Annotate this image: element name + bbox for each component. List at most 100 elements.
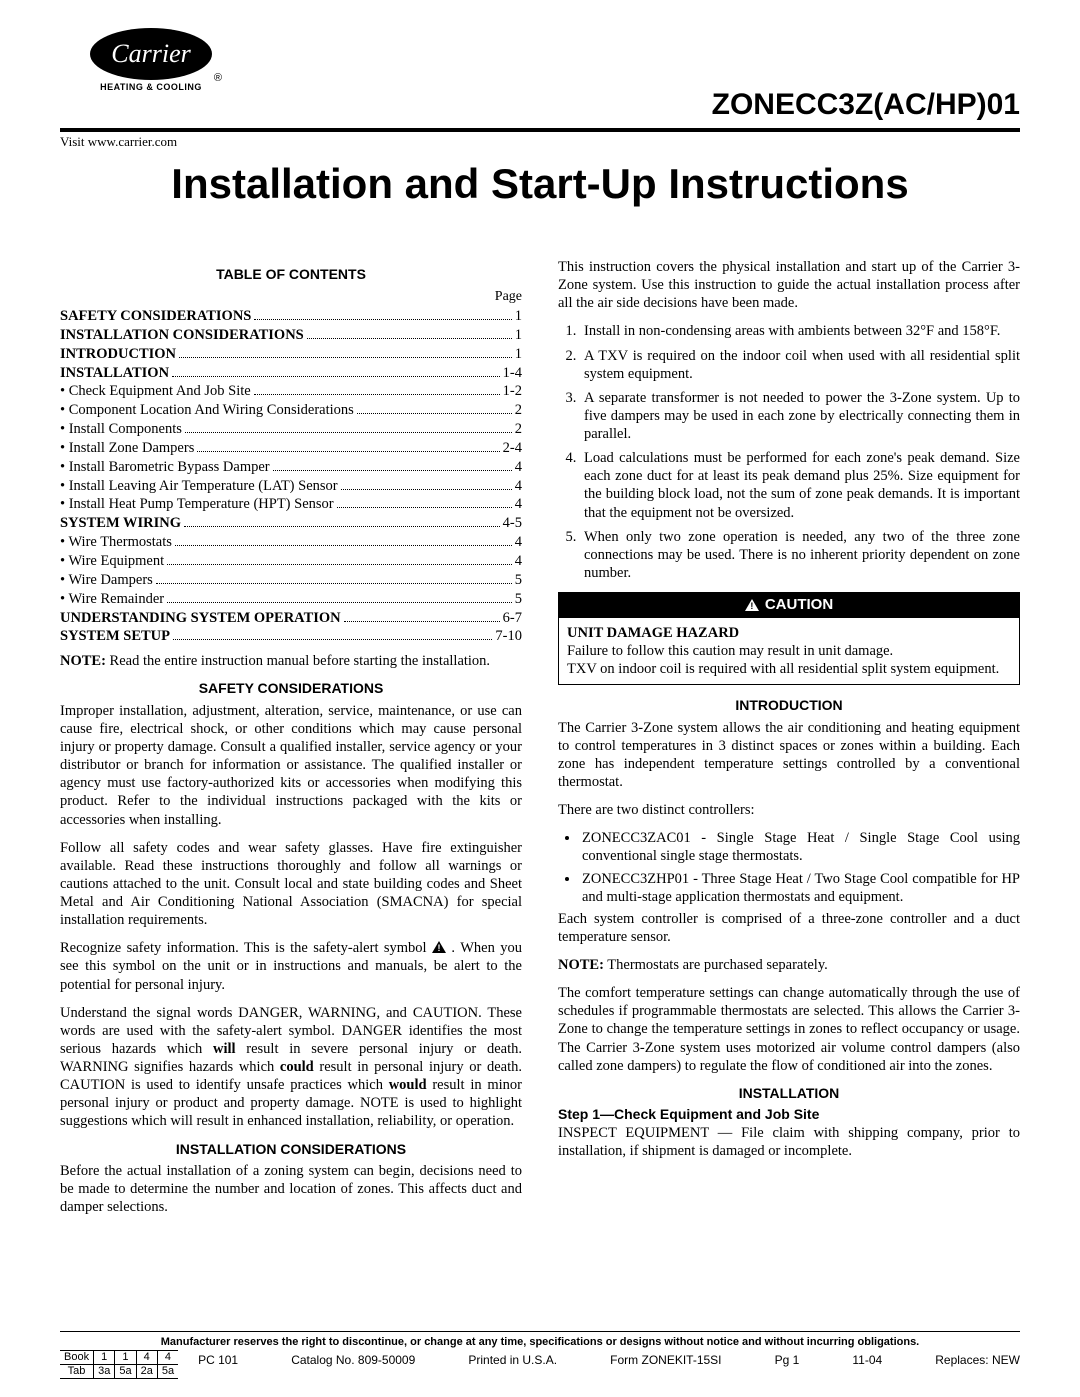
caution-line2: TXV on indoor coil is required with all … (567, 660, 1011, 678)
intro-p2: There are two distinct controllers: (558, 801, 1020, 819)
toc-row: • Wire Remainder 5 (60, 590, 522, 609)
visit-url: Visit www.carrier.com (60, 134, 1020, 150)
book-cell: 1 (94, 1350, 115, 1364)
installation-p1: INSPECT EQUIPMENT — File claim with ship… (558, 1124, 1020, 1160)
brand-logo-oval: Carrier ® (90, 28, 212, 80)
toc-page: 5 (515, 590, 522, 609)
right-column: This instruction covers the physical ins… (558, 258, 1020, 1226)
toc-label: UNDERSTANDING SYSTEM OPERATION (60, 609, 341, 628)
toc-label: • Wire Equipment (60, 552, 164, 571)
safety-alert-icon: ! (432, 941, 446, 953)
safety-p1: Improper installation, adjustment, alter… (60, 702, 522, 829)
toc-dots (273, 470, 512, 471)
toc-dots (337, 507, 512, 508)
toc-page: 4 (515, 477, 522, 496)
toc-page: 4-5 (503, 514, 522, 533)
toc-dots (254, 319, 511, 320)
book-cell: 4 (157, 1350, 178, 1364)
install-considerations-list: Install in non-condensing areas with amb… (558, 322, 1020, 582)
model-number: ZONECC3Z(AC/HP)01 (712, 88, 1020, 122)
caution-box: ! CAUTION UNIT DAMAGE HAZARD Failure to … (558, 592, 1020, 685)
book-cell: 1 (115, 1350, 136, 1364)
toc-page: 1 (515, 345, 522, 364)
footer-printed: Printed in U.S.A. (468, 1353, 557, 1367)
book-cell: 4 (136, 1350, 157, 1364)
footer-catalog: Catalog No. 809-50009 (291, 1353, 415, 1367)
page-footer: Manufacturer reserves the right to disco… (60, 1331, 1020, 1379)
toc-note: NOTE: Read the entire instruction manual… (60, 652, 522, 670)
book-label: Book (60, 1350, 94, 1364)
toc-row: SYSTEM WIRING 4-5 (60, 514, 522, 533)
two-column-layout: TABLE OF CONTENTS Page SAFETY CONSIDERAT… (60, 258, 1020, 1226)
toc-label: • Install Leaving Air Temperature (LAT) … (60, 477, 338, 496)
toc-page-label: Page (60, 288, 522, 306)
tab-cell: 5a (157, 1364, 178, 1378)
toc-row: • Wire Dampers 5 (60, 571, 522, 590)
controllers-list: ZONECC3ZAC01 - Single Stage Heat / Singl… (558, 829, 1020, 906)
page-header: Carrier ® HEATING & COOLING ZONECC3Z(AC/… (60, 28, 1020, 128)
tab-cell: 2a (136, 1364, 157, 1378)
footer-disclaimer: Manufacturer reserves the right to disco… (60, 1332, 1020, 1350)
toc-label: • Install Heat Pump Temperature (HPT) Se… (60, 495, 334, 514)
toc-label: • Wire Dampers (60, 571, 153, 590)
toc-row: SYSTEM SETUP7-10 (60, 627, 522, 646)
toc-page: 4 (515, 495, 522, 514)
installation-step1-head: Step 1—Check Equipment and Job Site (558, 1106, 1020, 1124)
toc-label: • Install Components (60, 420, 182, 439)
list-item: Install in non-condensing areas with amb… (580, 322, 1020, 340)
toc-dots (357, 413, 512, 414)
toc-label: SYSTEM WIRING (60, 514, 181, 533)
safety-p4: Understand the signal words DANGER, WARN… (60, 1004, 522, 1131)
install-consid-heading: INSTALLATION CONSIDERATIONS (60, 1141, 522, 1159)
header-rule (60, 128, 1020, 132)
toc-label: • Wire Thermostats (60, 533, 172, 552)
note-label: NOTE: (60, 653, 106, 669)
caution-label: CAUTION (765, 596, 833, 615)
toc-page: 2 (515, 420, 522, 439)
toc-page: 5 (515, 571, 522, 590)
list-item: When only two zone operation is needed, … (580, 528, 1020, 582)
document-title: Installation and Start-Up Instructions (60, 160, 1020, 208)
brand-subtitle: HEATING & COOLING (90, 82, 212, 92)
toc-dots (167, 602, 512, 603)
toc-label: • Install Zone Dampers (60, 439, 194, 458)
intro-note-label: NOTE: (558, 957, 604, 973)
caution-line1: Failure to follow this caution may resul… (567, 642, 1011, 660)
toc-row: • Check Equipment And Job Site 1-2 (60, 382, 522, 401)
safety-p2: Follow all safety codes and wear safety … (60, 839, 522, 930)
toc-label: • Check Equipment And Job Site (60, 382, 251, 401)
safety-heading: SAFETY CONSIDERATIONS (60, 680, 522, 698)
toc-page: 4 (515, 533, 522, 552)
list-item: Load calculations must be performed for … (580, 449, 1020, 522)
toc-page: 4 (515, 552, 522, 571)
toc-row: • Install Components 2 (60, 420, 522, 439)
toc-row: • Wire Equipment 4 (60, 552, 522, 571)
registered-mark: ® (214, 72, 222, 84)
toc-label: • Wire Remainder (60, 590, 164, 609)
toc-dots (175, 545, 512, 546)
caution-body: UNIT DAMAGE HAZARD Failure to follow thi… (559, 618, 1019, 684)
caution-header: ! CAUTION (559, 593, 1019, 618)
footer-row: Book 1 1 4 4 Tab 3a 5a 2a 5a PC 101 Cata… (60, 1350, 1020, 1379)
tab-label: Tab (60, 1364, 94, 1378)
brand-name: Carrier (111, 39, 190, 69)
toc-row: INSTALLATION1-4 (60, 364, 522, 383)
toc-label: INTRODUCTION (60, 345, 176, 364)
toc-dots (179, 357, 512, 358)
list-item: ZONECC3ZAC01 - Single Stage Heat / Singl… (580, 829, 1020, 865)
toc-dots (156, 583, 512, 584)
intro-note-text: Thermostats are purchased separately. (604, 957, 828, 973)
toc-row: SAFETY CONSIDERATIONS1 (60, 307, 522, 326)
toc-dots (185, 432, 512, 433)
toc-page: 1 (515, 307, 522, 326)
tab-cell: 5a (115, 1364, 136, 1378)
toc-row: • Install Heat Pump Temperature (HPT) Se… (60, 495, 522, 514)
list-item: ZONECC3ZHP01 - Three Stage Heat / Two St… (580, 870, 1020, 906)
toc-row: INSTALLATION CONSIDERATIONS1 (60, 326, 522, 345)
toc-label: SYSTEM SETUP (60, 627, 170, 646)
footer-meta: PC 101 Catalog No. 809-50009 Printed in … (198, 1350, 1020, 1367)
toc-page: 2-4 (503, 439, 522, 458)
toc-page: 1-2 (503, 382, 522, 401)
note-text: Read the entire instruction manual befor… (106, 653, 490, 669)
footer-date: 11-04 (852, 1353, 882, 1367)
